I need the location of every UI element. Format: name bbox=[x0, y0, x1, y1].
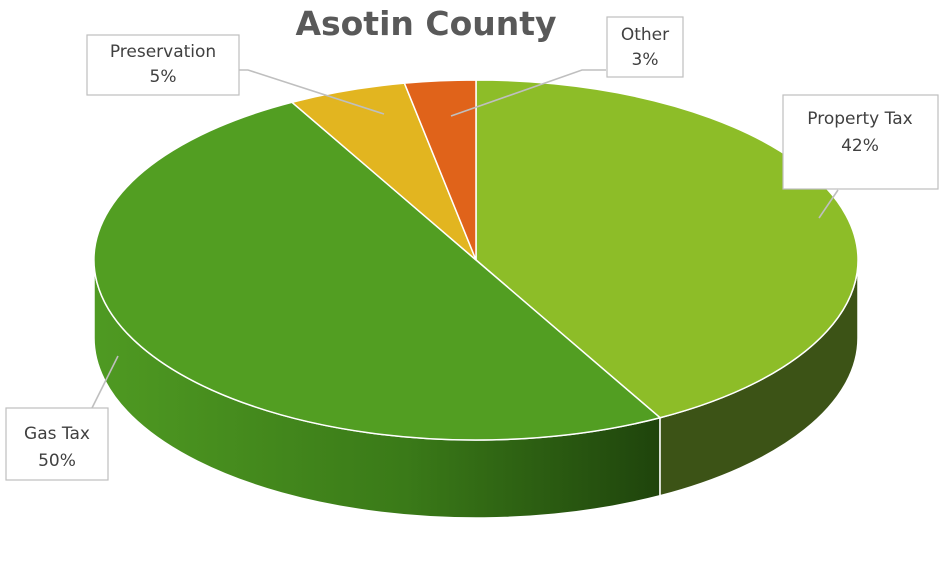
pie-slice-other bbox=[403, 79, 477, 261]
label-name-gas-tax: Gas Tax bbox=[24, 424, 90, 444]
chart-title: Asotin County bbox=[295, 4, 556, 43]
label-name-property-tax: Property Tax bbox=[807, 109, 912, 129]
leader-line-property-tax bbox=[818, 189, 839, 219]
label-value-other: 3% bbox=[632, 50, 659, 70]
data-label-gas-tax: Gas Tax 50% bbox=[5, 407, 109, 481]
data-label-other: Other 3% bbox=[606, 16, 684, 78]
label-name-preservation: Preservation bbox=[110, 42, 216, 62]
label-value-property-tax: 42% bbox=[841, 136, 879, 156]
label-value-preservation: 5% bbox=[150, 67, 177, 87]
pie-slice-gas-tax bbox=[93, 101, 662, 441]
leader-line-other bbox=[450, 69, 606, 117]
leader-line-gas-tax bbox=[91, 355, 119, 409]
label-value-gas-tax: 50% bbox=[38, 451, 76, 471]
label-name-other: Other bbox=[621, 25, 669, 45]
pie-slice-property-tax bbox=[475, 79, 859, 419]
data-label-preservation: Preservation 5% bbox=[86, 34, 240, 96]
data-label-property-tax: Property Tax 42% bbox=[782, 94, 939, 190]
